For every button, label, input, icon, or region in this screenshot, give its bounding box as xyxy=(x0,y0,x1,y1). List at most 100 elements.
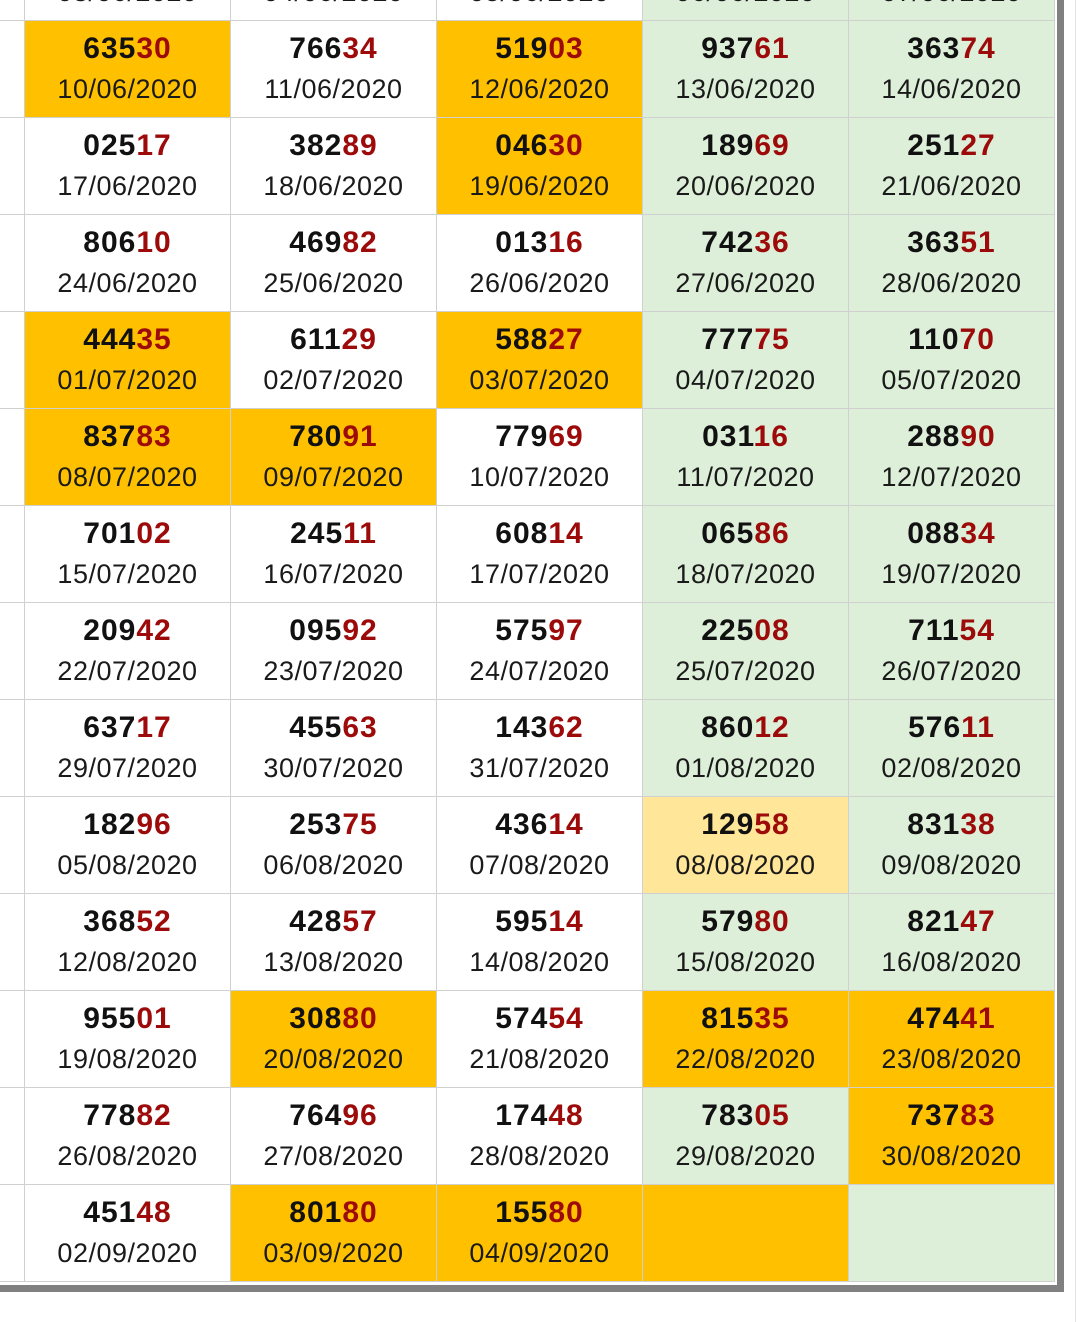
result-cell[interactable]: 42857 13/08/2020 xyxy=(231,894,437,991)
result-cell[interactable]: 59514 14/08/2020 xyxy=(437,894,643,991)
result-cell[interactable]: 44435 01/07/2020 xyxy=(25,312,231,409)
result-cell[interactable]: 04/06/2020 xyxy=(231,0,437,21)
number-tail: 63 xyxy=(342,711,378,744)
result-cell[interactable]: 77775 04/07/2020 xyxy=(643,312,849,409)
number-tail: 80 xyxy=(342,1196,378,1229)
result-cell[interactable]: 95501 19/08/2020 xyxy=(25,991,231,1088)
number-head: 182 xyxy=(83,808,137,841)
result-cell[interactable]: 18969 20/06/2020 xyxy=(643,118,849,215)
result-cell[interactable]: 08834 19/07/2020 xyxy=(849,506,1055,603)
result-cell[interactable]: 93761 13/06/2020 xyxy=(643,21,849,118)
result-date: 06/06/2020 xyxy=(675,0,815,12)
result-cell[interactable]: 80610 24/06/2020 xyxy=(25,215,231,312)
result-cell[interactable]: 02517 17/06/2020 xyxy=(25,118,231,215)
result-number: 03116 xyxy=(702,417,789,457)
result-cell[interactable]: 36351 28/06/2020 xyxy=(849,215,1055,312)
result-date: 16/07/2020 xyxy=(263,559,404,589)
result-cell[interactable]: 22508 25/07/2020 xyxy=(643,603,849,700)
result-cell[interactable]: 81535 22/08/2020 xyxy=(643,991,849,1088)
result-cell[interactable]: 61129 02/07/2020 xyxy=(231,312,437,409)
result-cell[interactable]: 43614 07/08/2020 xyxy=(437,797,643,894)
result-cell[interactable]: 77969 10/07/2020 xyxy=(437,409,643,506)
number-head: 444 xyxy=(83,323,137,356)
result-number: 77775 xyxy=(701,320,789,360)
number-tail: 27 xyxy=(548,323,584,356)
result-cell[interactable]: 71154 26/07/2020 xyxy=(849,603,1055,700)
result-cell[interactable]: 36374 14/06/2020 xyxy=(849,21,1055,118)
number-head: 821 xyxy=(907,905,961,938)
result-cell[interactable]: 14362 31/07/2020 xyxy=(437,700,643,797)
result-cell[interactable]: 70102 15/07/2020 xyxy=(25,506,231,603)
result-cell[interactable]: 01316 26/06/2020 xyxy=(437,215,643,312)
result-cell[interactable]: 82147 16/08/2020 xyxy=(849,894,1055,991)
result-cell[interactable]: 74236 27/06/2020 xyxy=(643,215,849,312)
result-cell[interactable]: 76496 27/08/2020 xyxy=(231,1088,437,1185)
result-number: 74236 xyxy=(701,223,789,263)
number-head: 779 xyxy=(495,420,549,453)
result-number: 58827 xyxy=(495,320,583,360)
result-cell[interactable]: 83783 08/07/2020 xyxy=(25,409,231,506)
table-row: 63717 29/07/2020 45563 30/07/2020 14362 31/07… xyxy=(0,700,1057,797)
number-head: 806 xyxy=(83,226,137,259)
result-cell[interactable]: 57611 02/08/2020 xyxy=(849,700,1055,797)
result-cell[interactable]: 46982 25/06/2020 xyxy=(231,215,437,312)
result-cell[interactable]: 25127 21/06/2020 xyxy=(849,118,1055,215)
result-number: 57597 xyxy=(495,611,583,651)
result-cell[interactable]: 12958 08/08/2020 xyxy=(643,797,849,894)
result-cell[interactable]: 06586 18/07/2020 xyxy=(643,506,849,603)
result-cell[interactable]: 06/06/2020 xyxy=(643,0,849,21)
result-cell[interactable]: 47441 23/08/2020 xyxy=(849,991,1055,1088)
result-number: 38289 xyxy=(289,126,377,166)
result-cell[interactable]: 45148 02/09/2020 xyxy=(25,1185,231,1282)
result-cell[interactable]: 30880 20/08/2020 xyxy=(231,991,437,1088)
result-cell[interactable] xyxy=(643,1185,849,1282)
result-cell[interactable]: 25375 06/08/2020 xyxy=(231,797,437,894)
number-tail: 91 xyxy=(342,420,378,453)
result-cell[interactable]: 28890 12/07/2020 xyxy=(849,409,1055,506)
result-cell[interactable]: 07/06/2020 xyxy=(849,0,1055,21)
result-cell[interactable]: 80180 03/09/2020 xyxy=(231,1185,437,1282)
result-cell[interactable] xyxy=(849,1185,1055,1282)
result-cell[interactable]: 83138 09/08/2020 xyxy=(849,797,1055,894)
result-cell[interactable]: 36852 12/08/2020 xyxy=(25,894,231,991)
result-number: 01316 xyxy=(495,223,583,263)
result-cell[interactable]: 58827 03/07/2020 xyxy=(437,312,643,409)
result-number: 95501 xyxy=(83,999,171,1039)
result-cell[interactable]: 51903 12/06/2020 xyxy=(437,21,643,118)
result-cell[interactable]: 17448 28/08/2020 xyxy=(437,1088,643,1185)
result-cell[interactable]: 18296 05/08/2020 xyxy=(25,797,231,894)
result-cell[interactable]: 03116 11/07/2020 xyxy=(643,409,849,506)
row-stub-cell xyxy=(0,118,25,215)
number-tail: 41 xyxy=(960,1002,996,1035)
number-head: 576 xyxy=(908,711,962,744)
number-head: 474 xyxy=(907,1002,961,1035)
scrollbar[interactable] xyxy=(1075,0,1076,1322)
result-cell[interactable]: 57597 24/07/2020 xyxy=(437,603,643,700)
number-head: 110 xyxy=(908,323,960,356)
result-cell[interactable]: 78091 09/07/2020 xyxy=(231,409,437,506)
result-date: 28/06/2020 xyxy=(881,268,1022,298)
row-stub-cell xyxy=(0,894,25,991)
result-cell[interactable]: 04630 19/06/2020 xyxy=(437,118,643,215)
result-cell[interactable]: 05/06/2020 xyxy=(437,0,643,21)
result-cell[interactable]: 78305 29/08/2020 xyxy=(643,1088,849,1185)
result-number: 45563 xyxy=(289,708,377,748)
result-cell[interactable]: 45563 30/07/2020 xyxy=(231,700,437,797)
result-cell[interactable]: 76634 11/06/2020 xyxy=(231,21,437,118)
result-cell[interactable]: 77882 26/08/2020 xyxy=(25,1088,231,1185)
result-cell[interactable]: 03/06/2020 xyxy=(25,0,231,21)
result-cell[interactable]: 24511 16/07/2020 xyxy=(231,506,437,603)
result-cell[interactable]: 38289 18/06/2020 xyxy=(231,118,437,215)
result-cell[interactable]: 15580 04/09/2020 xyxy=(437,1185,643,1282)
result-cell[interactable]: 63717 29/07/2020 xyxy=(25,700,231,797)
result-cell[interactable]: 09592 23/07/2020 xyxy=(231,603,437,700)
result-cell[interactable]: 57980 15/08/2020 xyxy=(643,894,849,991)
result-cell[interactable]: 86012 01/08/2020 xyxy=(643,700,849,797)
result-cell[interactable]: 11070 05/07/2020 xyxy=(849,312,1055,409)
result-cell[interactable]: 63530 10/06/2020 xyxy=(25,21,231,118)
result-cell[interactable]: 20942 22/07/2020 xyxy=(25,603,231,700)
result-cell[interactable]: 57454 21/08/2020 xyxy=(437,991,643,1088)
result-number: 25375 xyxy=(289,805,377,845)
result-cell[interactable]: 60814 17/07/2020 xyxy=(437,506,643,603)
result-cell[interactable]: 73783 30/08/2020 xyxy=(849,1088,1055,1185)
